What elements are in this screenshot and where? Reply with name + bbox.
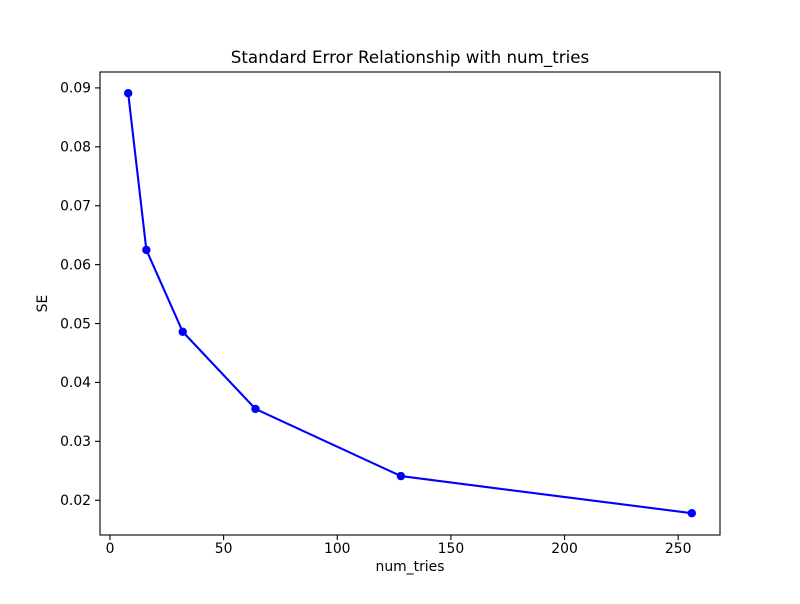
data-series: [123, 89, 697, 518]
x-tick-label: 250: [665, 541, 692, 557]
x-tick-label: 200: [551, 541, 578, 557]
x-tick-label: 150: [438, 541, 465, 557]
x-tick-label: 0: [106, 541, 115, 557]
x-tick-label: 100: [324, 541, 351, 557]
data-point-marker: [251, 404, 260, 414]
data-line: [127, 92, 693, 515]
data-point-marker: [123, 89, 133, 98]
data-point-marker: [396, 471, 406, 481]
x-axis: 0 50 100 150 200 250: [106, 535, 692, 557]
x-tick-label: 50: [215, 541, 233, 557]
y-axis-label: SE: [35, 295, 51, 313]
y-tick-label: 0.07: [60, 199, 91, 215]
y-tick-label: 0.02: [60, 493, 91, 509]
data-point-marker: [178, 327, 187, 336]
y-tick-label: 0.05: [60, 316, 91, 332]
y-tick-label: 0.09: [60, 81, 91, 97]
y-tick-label: 0.04: [60, 375, 91, 391]
data-point-marker: [142, 245, 151, 255]
data-point-marker: [687, 509, 697, 518]
y-tick-label: 0.08: [60, 140, 91, 156]
y-tick-label: 0.03: [60, 434, 91, 450]
x-axis-label: num_tries: [376, 559, 445, 575]
plot-area: [99, 71, 721, 536]
chart-title: Standard Error Relationship with num_tri…: [231, 47, 589, 68]
y-axis: 0.02 0.03 0.04 0.05 0.06 0.07 0.08 0.09: [60, 81, 100, 509]
y-tick-label: 0.06: [60, 257, 91, 273]
